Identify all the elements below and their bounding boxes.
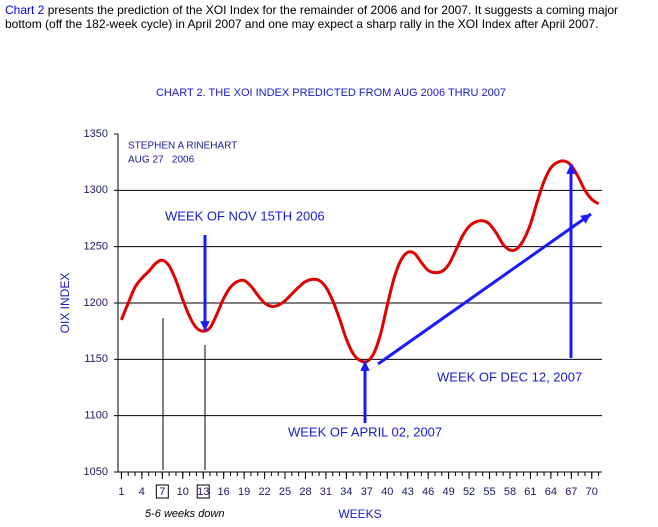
arrow-head [360, 361, 370, 371]
x-tick-label: 34 [340, 486, 352, 498]
x-axis-label: WEEKS [338, 507, 381, 521]
x-tick-label: 58 [504, 486, 516, 498]
tick-box [196, 484, 210, 499]
x-tick-label: 55 [483, 486, 495, 498]
y-tick-label: 1050 [84, 466, 108, 478]
x-tick-label: 28 [299, 486, 311, 498]
chart-title: CHART 2. THE XOI INDEX PREDICTED FROM AU… [156, 87, 506, 99]
annotation: WEEK OF NOV 15TH 2006 [165, 208, 325, 223]
arrow-shaft [377, 212, 592, 366]
annotation: WEEK OF APRIL 02, 2007 [288, 424, 442, 439]
y-tick-label: 1100 [84, 410, 108, 422]
x-tick-label: 4 [139, 486, 145, 498]
x-tick-label: 49 [442, 486, 454, 498]
date-note: AUG 27 2006 [128, 155, 195, 166]
annotation: 5-6 weeks down [145, 508, 225, 520]
intro-paragraph: Chart 2 presents the prediction of the X… [5, 3, 653, 31]
x-tick-label: 19 [238, 486, 250, 498]
x-tick-label: 1 [118, 486, 124, 498]
x-tick-label: 13 [197, 486, 209, 498]
x-tick-label: 70 [586, 486, 598, 498]
y-axis-label: OIX INDEX [58, 273, 72, 334]
x-tick-label: 7 [159, 486, 165, 498]
tick-box [155, 484, 169, 499]
y-tick-label: 1300 [84, 184, 108, 196]
y-tick-label: 1150 [84, 353, 108, 365]
y-tick-label: 1200 [84, 297, 108, 309]
x-tick-label: 40 [381, 486, 393, 498]
x-tick-label: 67 [565, 486, 577, 498]
x-tick-label: 25 [279, 486, 291, 498]
arrow-head [566, 164, 576, 174]
x-tick-label: 52 [463, 486, 475, 498]
x-tick-label: 46 [422, 486, 434, 498]
x-tick-label: 61 [524, 486, 536, 498]
arrow-head [580, 214, 591, 224]
series-line [120, 159, 600, 364]
x-tick-label: 43 [402, 486, 414, 498]
chart-link[interactable]: Chart 2 [5, 3, 45, 17]
x-tick-label: 37 [361, 486, 373, 498]
x-tick-label: 16 [218, 486, 230, 498]
x-tick-label: 31 [320, 486, 332, 498]
annotation: WEEK OF DEC 12, 2007 [437, 369, 582, 384]
author-note: STEPHEN A RINEHART [128, 141, 237, 152]
x-tick-label: 22 [258, 486, 270, 498]
x-tick-label: 10 [177, 486, 189, 498]
arrow-head [200, 321, 210, 331]
y-tick-label: 1350 [84, 128, 108, 140]
y-tick-label: 1250 [84, 241, 108, 253]
x-tick-label: 64 [545, 486, 557, 498]
intro-text: presents the prediction of the XOI Index… [5, 3, 619, 31]
